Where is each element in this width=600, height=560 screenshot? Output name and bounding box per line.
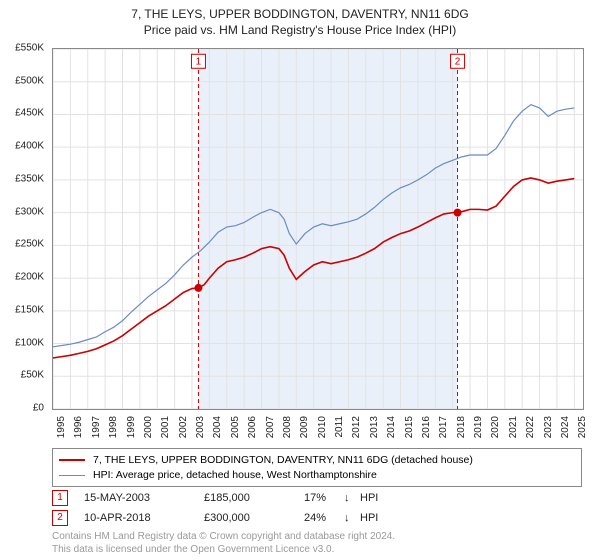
x-tick-label: 2008 xyxy=(282,416,293,438)
event-arrow-1: ↓ xyxy=(344,492,360,504)
x-tick-label: 2014 xyxy=(386,416,397,438)
legend-box: 7, THE LEYS, UPPER BODDINGTON, DAVENTRY,… xyxy=(52,448,582,487)
x-tick-label: 2022 xyxy=(525,416,536,438)
event-diff-1: 17% xyxy=(304,492,344,504)
legend-swatch xyxy=(59,475,85,476)
x-tick-label: 1997 xyxy=(91,416,102,438)
x-tick-label: 2009 xyxy=(299,416,310,438)
event-date-1: 15-MAY-2003 xyxy=(84,492,204,504)
x-tick-label: 2019 xyxy=(473,416,484,438)
event-price-1: £185,000 xyxy=(204,492,304,504)
title-line1: 7, THE LEYS, UPPER BODDINGTON, DAVENTRY,… xyxy=(0,6,600,22)
event-vs-2: HPI xyxy=(360,512,378,524)
svg-text:2: 2 xyxy=(455,56,461,67)
x-tick-label: 2011 xyxy=(334,416,345,438)
x-tick-label: 2017 xyxy=(438,416,449,438)
x-tick-label: 2012 xyxy=(351,416,362,438)
footer-line1: Contains HM Land Registry data © Crown c… xyxy=(52,530,395,543)
y-tick-label: £500K xyxy=(0,75,44,86)
x-tick-label: 2003 xyxy=(195,416,206,438)
x-axis-labels: 1995 1996 1997 1998 1999 2000 2001 2002 2003 2004… xyxy=(52,412,582,442)
y-axis-labels: £0£50K£100K£150K£200K£250K£300K£350K£400… xyxy=(0,48,48,408)
x-tick-label: 1999 xyxy=(126,416,137,438)
event-badge-2: 2 xyxy=(52,510,68,526)
y-tick-label: £400K xyxy=(0,141,44,152)
legend-label: HPI: Average price, detached house, West… xyxy=(93,468,377,483)
x-tick-label: 2018 xyxy=(456,416,467,438)
y-tick-label: £450K xyxy=(0,108,44,119)
event-badge-1: 1 xyxy=(52,490,68,506)
y-tick-label: £50K xyxy=(0,370,44,381)
y-tick-label: £300K xyxy=(0,206,44,217)
x-tick-label: 2025 xyxy=(577,416,588,438)
x-tick-label: 2005 xyxy=(230,416,241,438)
legend-label: 7, THE LEYS, UPPER BODDINGTON, DAVENTRY,… xyxy=(93,453,473,468)
footer-line2: This data is licensed under the Open Gov… xyxy=(52,543,395,556)
legend-row: HPI: Average price, detached house, West… xyxy=(59,468,575,483)
chart-container: 7, THE LEYS, UPPER BODDINGTON, DAVENTRY,… xyxy=(0,0,600,560)
x-tick-label: 2021 xyxy=(508,416,519,438)
y-tick-label: £350K xyxy=(0,173,44,184)
x-tick-label: 2007 xyxy=(265,416,276,438)
chart-svg: 12 xyxy=(53,49,583,409)
x-tick-label: 2001 xyxy=(160,416,171,438)
event-arrow-2: ↓ xyxy=(344,512,360,524)
y-tick-label: £250K xyxy=(0,239,44,250)
y-tick-label: £150K xyxy=(0,304,44,315)
x-tick-label: 2010 xyxy=(317,416,328,438)
footer-attribution: Contains HM Land Registry data © Crown c… xyxy=(52,530,395,556)
y-tick-label: £100K xyxy=(0,337,44,348)
x-tick-label: 2023 xyxy=(543,416,554,438)
x-tick-label: 2016 xyxy=(421,416,432,438)
x-tick-label: 2006 xyxy=(247,416,258,438)
y-tick-label: £550K xyxy=(0,43,44,54)
x-tick-label: 2004 xyxy=(212,416,223,438)
event-vs-1: HPI xyxy=(360,492,378,504)
x-tick-label: 2020 xyxy=(490,416,501,438)
x-tick-label: 1998 xyxy=(108,416,119,438)
svg-text:1: 1 xyxy=(196,56,202,67)
x-tick-label: 1995 xyxy=(56,416,67,438)
x-tick-label: 2013 xyxy=(369,416,380,438)
x-tick-label: 2024 xyxy=(560,416,571,438)
event-row-2: 2 10-APR-2018 £300,000 24% ↓ HPI xyxy=(52,510,582,526)
legend-swatch xyxy=(59,459,85,461)
x-tick-label: 2015 xyxy=(404,416,415,438)
event-diff-2: 24% xyxy=(304,512,344,524)
event-price-2: £300,000 xyxy=(204,512,304,524)
event-row-1: 1 15-MAY-2003 £185,000 17% ↓ HPI xyxy=(52,490,582,506)
title-block: 7, THE LEYS, UPPER BODDINGTON, DAVENTRY,… xyxy=(0,0,600,38)
chart-plot-area: 12 xyxy=(52,48,584,410)
x-tick-label: 2002 xyxy=(178,416,189,438)
x-tick-label: 1996 xyxy=(73,416,84,438)
event-date-2: 10-APR-2018 xyxy=(84,512,204,524)
y-tick-label: £0 xyxy=(0,403,44,414)
legend-row: 7, THE LEYS, UPPER BODDINGTON, DAVENTRY,… xyxy=(59,453,575,468)
x-tick-label: 2000 xyxy=(143,416,154,438)
title-line2: Price paid vs. HM Land Registry's House … xyxy=(0,22,600,38)
y-tick-label: £200K xyxy=(0,272,44,283)
